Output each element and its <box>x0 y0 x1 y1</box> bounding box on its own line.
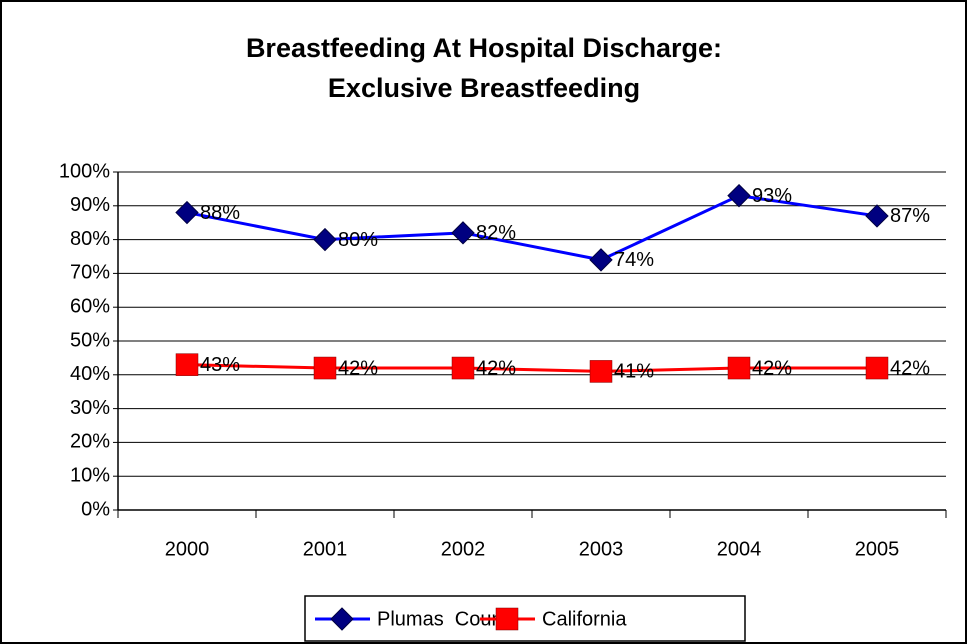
series-line <box>186 363 877 373</box>
y-tick-label: 50% <box>70 329 110 351</box>
y-tick-label: 90% <box>70 194 110 216</box>
y-tick-label: 20% <box>70 431 110 453</box>
data-label: 42% <box>338 357 378 379</box>
x-tick-label: 2001 <box>303 538 348 560</box>
y-tick-label: 70% <box>70 262 110 284</box>
y-tick-label: 100% <box>59 160 110 182</box>
data-label: 93% <box>752 185 792 207</box>
x-tick-label: 2005 <box>855 538 900 560</box>
data-point <box>865 204 889 228</box>
data-point <box>313 356 337 380</box>
y-tick-label: 30% <box>70 397 110 419</box>
y-tick-label: 60% <box>70 295 110 317</box>
chart-title: Breastfeeding At Hospital Discharge: <box>246 33 722 63</box>
data-label: 43% <box>200 354 240 376</box>
chart-title: Exclusive Breastfeeding <box>328 73 640 103</box>
data-point <box>589 248 613 272</box>
y-tick-label: 40% <box>70 363 110 385</box>
data-label: 41% <box>614 361 654 383</box>
legend-marker <box>330 607 354 631</box>
data-label: 87% <box>890 205 930 227</box>
data-label: 82% <box>476 222 516 244</box>
data-point <box>589 360 613 383</box>
data-point <box>175 353 199 376</box>
data-label: 42% <box>752 357 792 379</box>
data-point <box>451 221 475 245</box>
x-tick-label: 2004 <box>717 538 762 560</box>
data-point <box>175 200 199 225</box>
data-label: 74% <box>614 249 654 271</box>
data-label: 42% <box>890 357 930 379</box>
y-tick-label: 0% <box>81 498 110 520</box>
y-tick-label: 10% <box>70 464 110 486</box>
data-point <box>451 356 475 380</box>
data-point <box>727 356 751 380</box>
data-point <box>727 183 751 208</box>
series-line <box>186 194 878 262</box>
legend-label: California <box>542 608 627 630</box>
y-tick-label: 80% <box>70 228 110 250</box>
data-point <box>313 227 337 252</box>
data-point <box>865 356 889 380</box>
data-label: 80% <box>338 229 378 251</box>
data-label: 88% <box>200 202 240 224</box>
x-tick-label: 2003 <box>579 538 624 560</box>
x-tick-label: 2002 <box>441 538 486 560</box>
x-tick-label: 2000 <box>165 538 210 560</box>
legend-marker <box>495 607 519 631</box>
legend-label: Plumas County <box>377 608 518 630</box>
data-label: 42% <box>476 357 516 379</box>
